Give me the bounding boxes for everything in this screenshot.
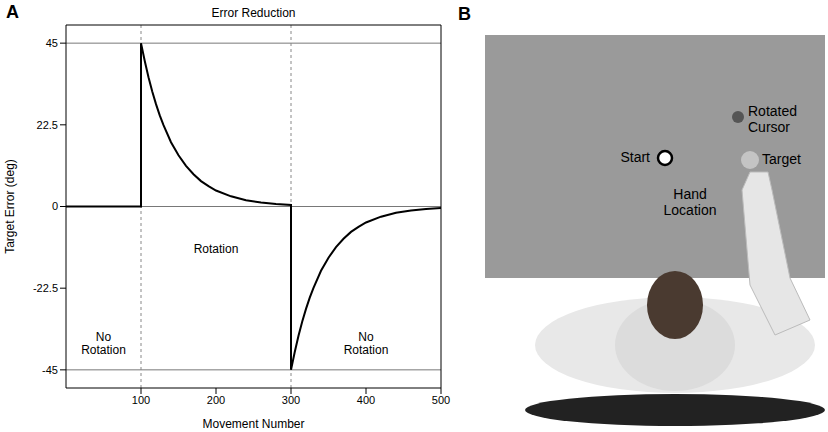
svg-text:B: B: [458, 4, 471, 24]
svg-text:Movement Number: Movement Number: [202, 417, 304, 431]
svg-text:0: 0: [52, 200, 58, 212]
html-text:Error Reduction: Error Reduction: [211, 6, 296, 20]
svg-text:Start: Start: [620, 149, 650, 165]
svg-text:200: 200: [207, 394, 225, 406]
svg-text:-22.5: -22.5: [33, 282, 58, 294]
svg-text:400: 400: [357, 394, 375, 406]
html-text:A: A: [6, 2, 19, 22]
svg-text:500: 500: [432, 394, 450, 406]
svg-text:Target: Target: [762, 151, 801, 167]
svg-text:-45: -45: [42, 364, 58, 376]
svg-text:100: 100: [132, 394, 150, 406]
svg-text:NoRotation: NoRotation: [81, 330, 126, 358]
svg-text:Rotation: Rotation: [194, 242, 239, 256]
svg-text:45: 45: [46, 37, 58, 49]
svg-text:RotatedCursor: RotatedCursor: [748, 103, 797, 135]
svg-text:300: 300: [282, 394, 300, 406]
svg-text:HandLocation: HandLocation: [664, 186, 717, 218]
svg-text:22.5: 22.5: [37, 119, 58, 131]
svg-text:NoRotation: NoRotation: [344, 330, 389, 358]
svg-text:Target Error (deg): Target Error (deg): [3, 159, 17, 254]
